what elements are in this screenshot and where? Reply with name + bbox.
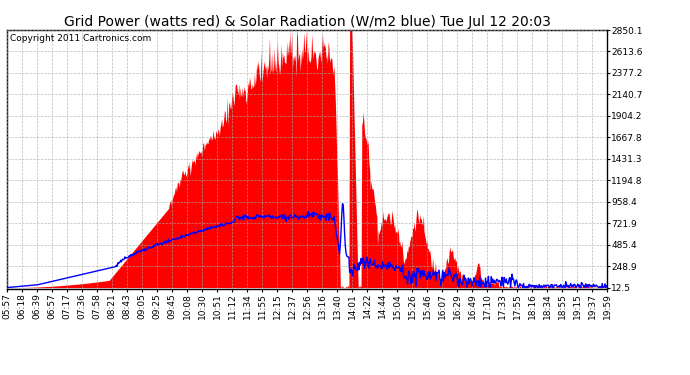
Title: Grid Power (watts red) & Solar Radiation (W/m2 blue) Tue Jul 12 20:03: Grid Power (watts red) & Solar Radiation… bbox=[63, 15, 551, 29]
Text: Copyright 2011 Cartronics.com: Copyright 2011 Cartronics.com bbox=[10, 34, 151, 43]
